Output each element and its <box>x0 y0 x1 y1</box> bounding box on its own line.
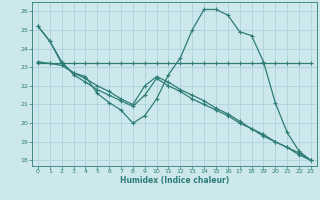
X-axis label: Humidex (Indice chaleur): Humidex (Indice chaleur) <box>120 176 229 185</box>
